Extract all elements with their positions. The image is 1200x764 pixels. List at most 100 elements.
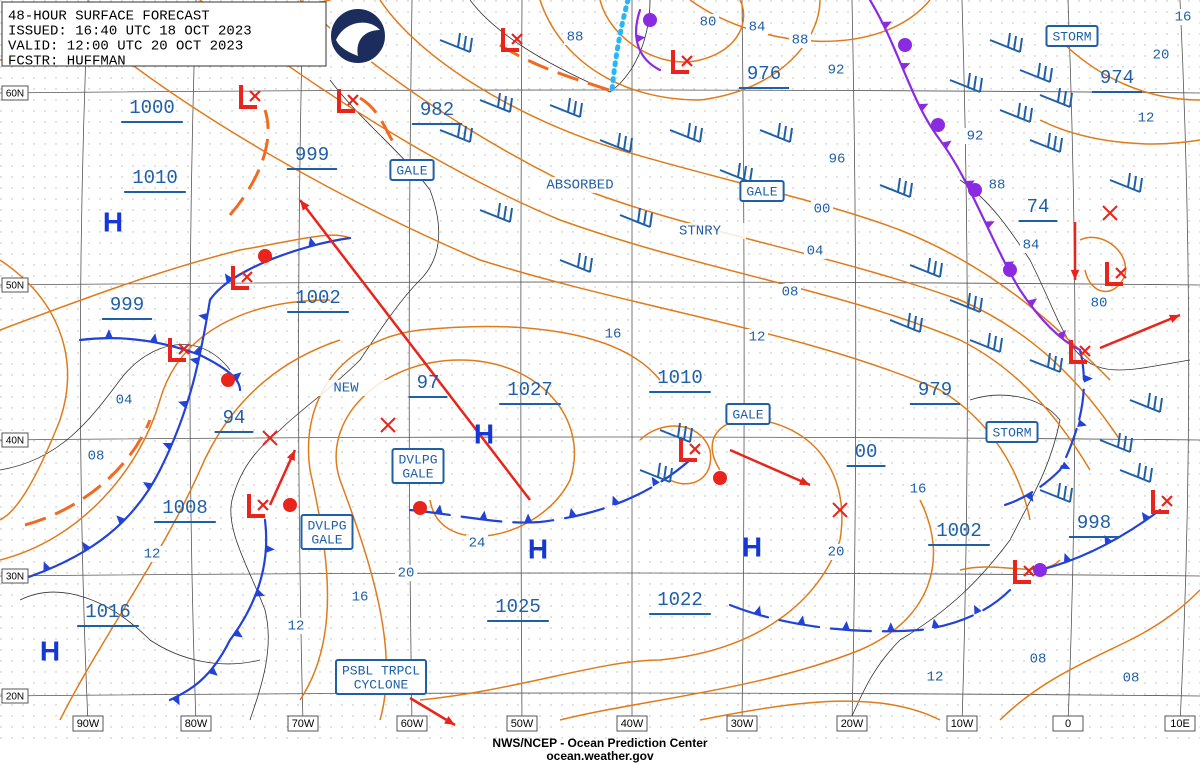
front-pip (116, 515, 126, 525)
front-pip (753, 605, 762, 616)
front-pip (882, 21, 892, 30)
meridian (741, 0, 745, 725)
isobars (0, 0, 1200, 721)
isobar-label-bg (1135, 110, 1157, 126)
wind-barb (1039, 482, 1073, 503)
low-symbol (1105, 262, 1123, 286)
lon-label: 30W (731, 718, 754, 730)
wind-barb (1109, 172, 1143, 193)
wind-barb (619, 207, 653, 228)
front-pip (636, 34, 646, 43)
low-symbol (168, 338, 186, 362)
warning-text: GALE (732, 407, 763, 422)
warning-box (985, 421, 1039, 443)
front-pip (104, 329, 113, 339)
low-symbol (337, 89, 355, 113)
front-pip (1077, 419, 1087, 428)
isobar-label-bg (825, 62, 847, 78)
isobar-label: 92 (828, 63, 845, 79)
header-line: FCSTR: HUFFMAN (8, 54, 126, 70)
low-symbol-x (1079, 345, 1091, 357)
lon-label-box (1164, 715, 1196, 732)
low-symbol-x (178, 343, 190, 355)
isobar-label-bg (986, 177, 1008, 193)
isobar-label-bg (395, 565, 417, 581)
lon-label: 10E (1170, 718, 1190, 730)
front-pip (886, 622, 895, 632)
lon-label: 70W (292, 718, 315, 730)
isobar-label: 16 (1175, 10, 1192, 26)
wind-barb (1029, 132, 1063, 153)
lon-label-box (1052, 715, 1084, 732)
lat-label-box (1, 688, 29, 704)
isobar-label-bg (1020, 237, 1042, 253)
front (609, 0, 631, 93)
front (1003, 348, 1086, 507)
track-arrow-head (300, 200, 310, 211)
front-pip (171, 695, 180, 706)
warning-text: STORM (1052, 29, 1091, 44)
pressure-label: 74 (1027, 196, 1050, 218)
high-center: H (474, 418, 494, 449)
low-symbol (501, 28, 519, 52)
wind-barb (909, 257, 943, 278)
low-symbol (679, 438, 697, 462)
front-pip (1083, 374, 1093, 383)
pressure-label: 94 (223, 407, 246, 429)
low-symbol-x (1161, 495, 1173, 507)
wind-barb (479, 202, 513, 223)
isobar-label-bg (789, 32, 811, 48)
front-pip (524, 513, 533, 523)
front-pip (308, 237, 317, 247)
front-pip (931, 618, 940, 629)
isobar-label-bg (141, 546, 163, 562)
lon-label: 60W (401, 718, 424, 730)
isobar-label: 92 (967, 129, 984, 145)
high-center: H (742, 531, 762, 562)
pressure-label: 1000 (129, 97, 175, 119)
front-pip (162, 442, 173, 451)
wind-barb (949, 72, 983, 93)
lon-label: 10W (951, 718, 974, 730)
trough (359, 96, 397, 146)
parallel (0, 572, 1200, 577)
isobar-label: 80 (700, 15, 717, 31)
low-symbol (1151, 490, 1169, 514)
isobar-label: 12 (1138, 111, 1155, 127)
warning-box (300, 514, 354, 550)
pressure-label: 1025 (495, 596, 541, 618)
isobar-label-bg (825, 544, 847, 560)
note-bg (654, 223, 746, 239)
header-line: 48-HOUR SURFACE FORECAST (8, 9, 210, 25)
lat-label: 20N (6, 692, 24, 703)
track-arrow-head (1070, 269, 1080, 280)
lon-label-box (946, 715, 978, 732)
front-pip (142, 481, 153, 491)
trough (499, 43, 616, 94)
lon-label-box (726, 715, 758, 732)
front-pip (900, 62, 911, 71)
warning-text: DVLPG (398, 452, 437, 467)
meridian (1067, 0, 1076, 725)
dissipated-low (832, 502, 848, 518)
wind-barb (559, 252, 593, 273)
front-pip (918, 103, 929, 112)
low-symbol (1013, 560, 1031, 584)
pressure-label: 999 (110, 294, 144, 316)
wind-barb (1039, 87, 1073, 108)
isobar-label: 04 (807, 244, 824, 260)
header-box (1, 1, 327, 67)
low-symbol-x (681, 55, 693, 67)
pressure-label: 1016 (85, 601, 131, 623)
pressure-label: 982 (420, 99, 454, 121)
wind-barb (759, 122, 793, 143)
warning-text: GALE (402, 466, 433, 481)
trough (228, 109, 270, 216)
isobar-label: 16 (910, 482, 927, 498)
lon-label-box (836, 715, 868, 732)
warm-pip (643, 13, 657, 27)
isobar-label-bg (285, 618, 307, 634)
lat-label-box (1, 85, 29, 101)
lon-label: 50W (511, 718, 534, 730)
wind-barb (879, 177, 913, 198)
